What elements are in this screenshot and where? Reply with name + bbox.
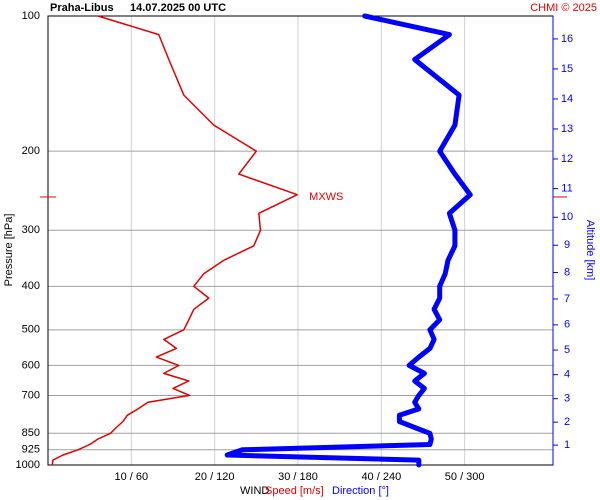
y2-tick-label: 12	[561, 153, 573, 165]
x-tick-label: 10 / 60	[115, 471, 149, 483]
y-tick-label: 100	[22, 10, 40, 22]
credit: CHMI © 2025	[530, 2, 597, 14]
y-tick-label: 925	[22, 444, 40, 456]
y-tick-label: 1000	[16, 459, 40, 471]
y2-tick-label: 13	[561, 123, 573, 135]
y2-tick-label: 10	[561, 211, 573, 223]
y-axis-label: Pressure [hPa]	[3, 214, 15, 287]
y-tick-label: 500	[22, 324, 40, 336]
x-tick-label: 40 / 240	[361, 471, 401, 483]
series-line	[51, 15, 298, 466]
legend-entry: Direction [°]	[332, 485, 389, 497]
y2-tick-label: 14	[561, 93, 573, 105]
y2-tick-label: 16	[561, 33, 573, 45]
x-tick-label: 20 / 120	[195, 471, 235, 483]
y2-tick-label: 6	[564, 319, 570, 331]
y-tick-label: 600	[22, 359, 40, 371]
series-line	[224, 13, 473, 468]
chart-title: Praha-Libus	[50, 2, 114, 14]
y2-tick-label: 8	[564, 266, 570, 278]
y2-axis-label: Altitude [km]	[584, 220, 596, 281]
y2-tick-label: 15	[561, 63, 573, 75]
y2-tick-label: 3	[564, 393, 570, 405]
y2-tick-label: 5	[564, 344, 570, 356]
y2-tick-label: 2	[564, 416, 570, 428]
y2-tick-label: 1	[564, 439, 570, 451]
y-tick-label: 700	[22, 389, 40, 401]
x-tick-label: 50 / 300	[445, 471, 485, 483]
y-tick-label: 200	[22, 145, 40, 157]
y-tick-label: 850	[22, 427, 40, 439]
y2-tick-label: 9	[564, 239, 570, 251]
chart-subtitle: 14.07.2025 00 UTC	[130, 2, 226, 14]
y2-tick-label: 11	[561, 182, 572, 194]
legend-entry: Speed [m/s]	[265, 485, 324, 497]
x-tick-label: 30 / 180	[278, 471, 318, 483]
annotation: MXWS	[309, 191, 343, 203]
y2-tick-label: 4	[564, 369, 570, 381]
y-tick-label: 400	[22, 280, 40, 292]
legend-title: WIND	[240, 485, 269, 497]
plot-frame	[47, 15, 554, 466]
y-tick-label: 300	[22, 224, 40, 236]
y2-tick-label: 7	[564, 293, 570, 305]
